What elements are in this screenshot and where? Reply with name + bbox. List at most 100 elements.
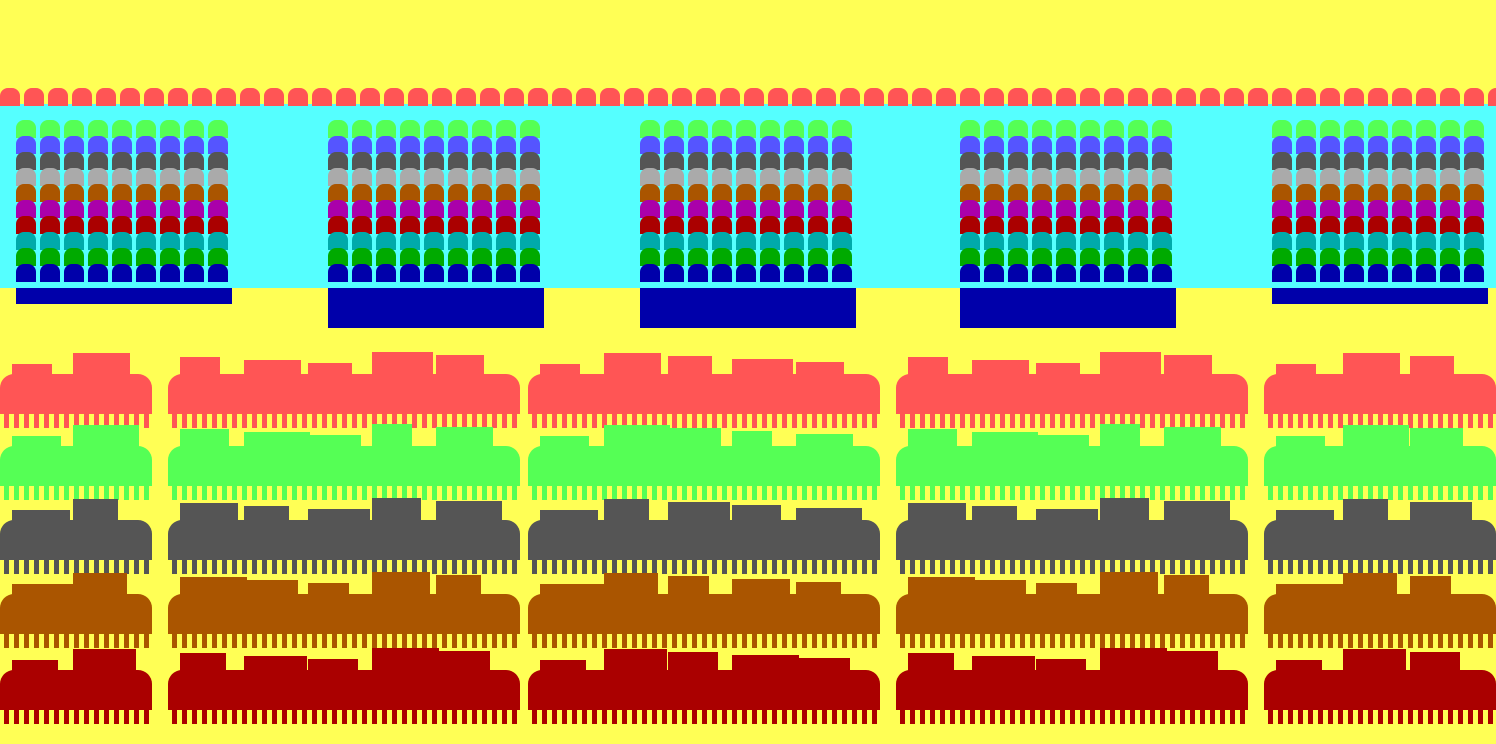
skyline-leg	[1220, 634, 1225, 648]
skyline-leg	[1040, 414, 1045, 428]
skyline-leg	[192, 414, 197, 428]
skyline-tower	[436, 575, 481, 598]
skyline-leg	[572, 414, 577, 428]
skyline-leg	[34, 414, 39, 428]
skyline-leg	[392, 710, 397, 724]
alien-body	[16, 152, 36, 170]
alien-body	[640, 120, 660, 138]
skyline-leg	[532, 486, 537, 500]
skyline-tower	[1343, 499, 1388, 524]
skyline-leg	[1418, 560, 1423, 574]
skyline-leg	[1160, 414, 1165, 428]
alien-body	[112, 184, 132, 202]
alien-body	[1416, 200, 1436, 218]
skyline-leg	[144, 414, 149, 428]
skyline-leg	[492, 414, 497, 428]
alien-body	[664, 248, 684, 266]
skyline-leg	[1348, 634, 1353, 648]
skyline-leg	[372, 560, 377, 574]
alien-body	[352, 200, 372, 218]
alien-head	[552, 88, 572, 106]
skyline-leg	[990, 414, 995, 428]
skyline-leg	[242, 486, 247, 500]
skyline-leg	[872, 486, 877, 500]
skyline-leg	[372, 634, 377, 648]
alien-body	[808, 200, 828, 218]
skyline-leg	[342, 560, 347, 574]
skyline-leg	[332, 486, 337, 500]
alien-body	[112, 248, 132, 266]
skyline-leg	[322, 710, 327, 724]
skyline-leg	[1030, 486, 1035, 500]
alien-body	[832, 120, 852, 138]
skyline-leg	[382, 560, 387, 574]
skyline-leg	[702, 710, 707, 724]
skyline-block	[896, 446, 1248, 486]
alien-body	[376, 248, 396, 266]
skyline-leg	[772, 710, 777, 724]
alien-body	[1344, 216, 1364, 234]
alien-body	[1344, 120, 1364, 138]
alien-body	[1032, 120, 1052, 138]
skyline-leg	[980, 414, 985, 428]
skyline-tower	[540, 364, 580, 378]
alien-body	[736, 168, 756, 186]
alien-body	[400, 120, 420, 138]
skyline-leg	[372, 710, 377, 724]
skyline-leg	[1448, 414, 1453, 428]
skyline-leg	[1348, 414, 1353, 428]
alien-body	[688, 168, 708, 186]
skyline-leg	[1000, 710, 1005, 724]
skyline-tower	[604, 425, 670, 450]
alien-body	[496, 216, 516, 234]
alien-body	[1392, 200, 1412, 218]
skyline-leg	[1298, 486, 1303, 500]
skyline-leg	[262, 710, 267, 724]
skyline-leg	[1110, 486, 1115, 500]
skyline-leg	[1070, 710, 1075, 724]
skyline-leg	[192, 560, 197, 574]
skyline-leg	[1428, 414, 1433, 428]
skyline-leg	[1338, 414, 1343, 428]
skyline-leg	[144, 486, 149, 500]
alien-body	[808, 152, 828, 170]
skyline-leg	[1298, 560, 1303, 574]
skyline-leg	[822, 560, 827, 574]
alien-body	[736, 200, 756, 218]
alien-body	[1416, 152, 1436, 170]
alien-body	[1464, 168, 1484, 186]
skyline-leg	[84, 560, 89, 574]
skyline-leg	[832, 486, 837, 500]
alien-body	[64, 184, 84, 202]
skyline-leg	[392, 414, 397, 428]
alien-body	[112, 200, 132, 218]
skyline-leg	[1190, 414, 1195, 428]
alien-body	[984, 216, 1004, 234]
skyline-tower	[972, 506, 1017, 524]
skyline-leg	[920, 634, 925, 648]
skyline-leg	[1388, 634, 1393, 648]
skyline-leg	[752, 710, 757, 724]
skyline-leg	[642, 710, 647, 724]
alien-body	[1296, 200, 1316, 218]
alien-body	[808, 232, 828, 250]
skyline-leg	[762, 634, 767, 648]
alien-body	[960, 168, 980, 186]
skyline-leg	[1240, 560, 1245, 574]
alien-body	[376, 136, 396, 154]
skyline-leg	[652, 710, 657, 724]
skyline-leg	[1150, 560, 1155, 574]
skyline-leg	[622, 634, 627, 648]
alien-body	[1080, 248, 1100, 266]
skyline-leg	[1070, 414, 1075, 428]
skyline-leg	[114, 486, 119, 500]
alien-body	[520, 200, 540, 218]
skyline-leg	[592, 414, 597, 428]
skyline-leg	[742, 560, 747, 574]
skyline-leg	[1488, 710, 1493, 724]
skyline-leg	[672, 710, 677, 724]
alien-body	[1344, 136, 1364, 154]
skyline-leg	[1020, 560, 1025, 574]
alien-body	[1128, 184, 1148, 202]
